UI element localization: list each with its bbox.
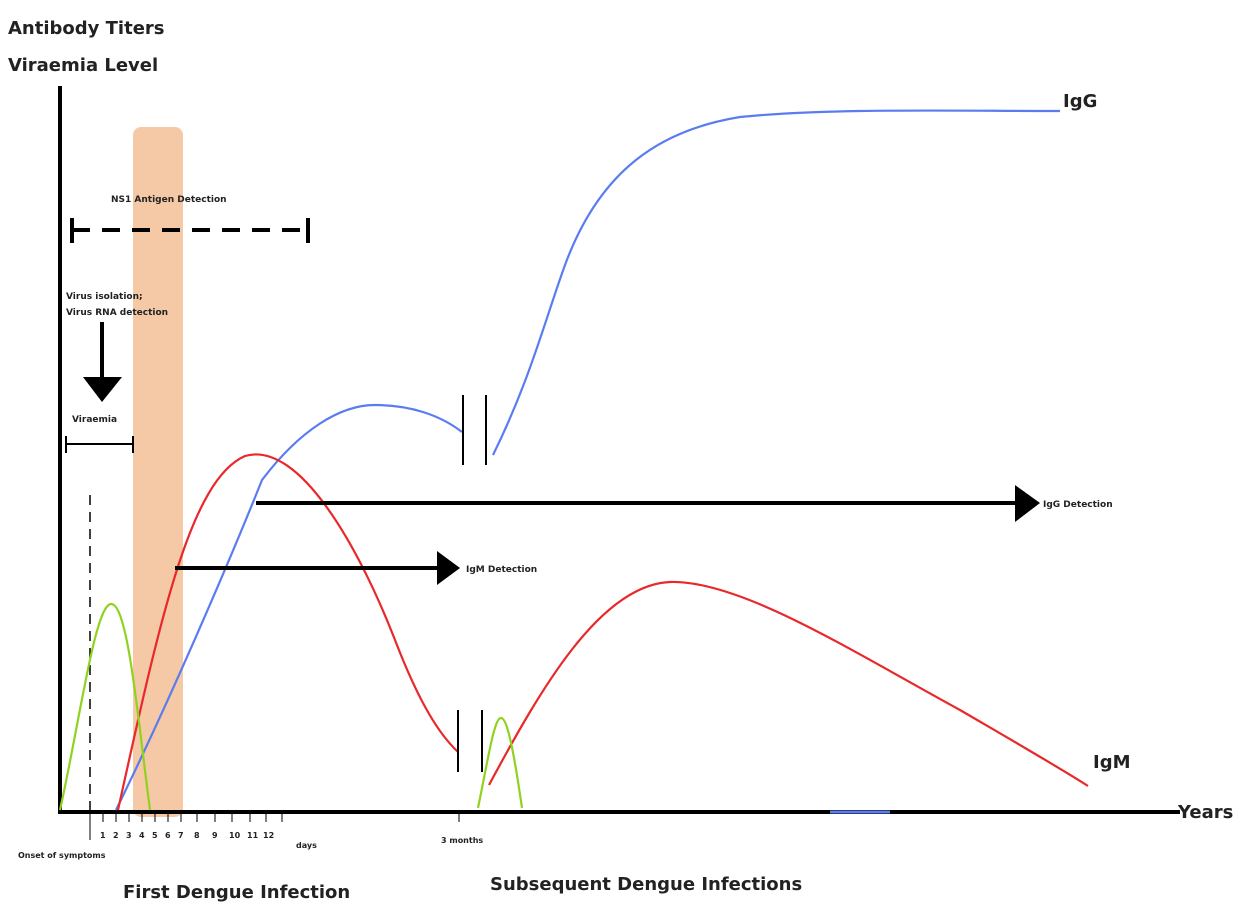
viraemia-label: Viraemia <box>72 415 117 425</box>
virus-isolation-label: Virus isolation; <box>66 292 143 302</box>
day-tick-label: 3 <box>126 831 132 840</box>
axis-break-marks <box>457 395 487 772</box>
igm-curve-secondary <box>488 580 1089 787</box>
y-axis-title-viraemia: Viraemia Level <box>8 55 158 76</box>
igm-curve-primary <box>116 453 459 811</box>
day-tick-label: 9 <box>212 831 218 840</box>
day-tick-label: 12 <box>263 831 274 840</box>
ns1-label: NS1 Antigen Detection <box>111 195 227 205</box>
three-months-label: 3 months <box>441 836 483 845</box>
virus-isolation-arrow <box>83 322 122 402</box>
igg-curve-secondary <box>492 109 1061 456</box>
diagnostic-window-highlight <box>133 127 183 817</box>
viraemia-curve-primary <box>58 602 152 811</box>
igm-curve-label: IgM <box>1093 752 1131 773</box>
igg-detection-label: IgG Detection <box>1043 500 1113 510</box>
x-axis-title: Years <box>1177 802 1233 823</box>
subsequent-infection-label: Subsequent Dengue Infections <box>490 874 802 895</box>
days-label: days <box>296 841 317 850</box>
day-tick-label: 10 <box>229 831 241 840</box>
viraemia-range-bar <box>65 436 134 453</box>
viraemia-curve-secondary <box>476 716 524 809</box>
day-tick-label: 2 <box>113 831 119 840</box>
day-tick-label: 5 <box>152 831 158 840</box>
first-infection-label: First Dengue Infection <box>123 882 350 903</box>
igm-detection-arrow <box>175 551 460 585</box>
day-tick-label: 1 <box>100 831 106 840</box>
day-tick-label: 7 <box>178 831 184 840</box>
day-tick-label: 8 <box>194 831 200 840</box>
day-tick-label: 6 <box>165 831 171 840</box>
igg-curve-label: IgG <box>1063 91 1097 112</box>
virus-rna-label: Virus RNA detection <box>66 308 168 318</box>
ns1-detection-bar <box>70 218 310 243</box>
igm-detection-label: IgM Detection <box>466 565 537 575</box>
onset-label: Onset of symptoms <box>18 851 106 860</box>
day-tick-labels: 1 2 3 4 5 6 7 8 9 10 11 12 <box>100 831 274 840</box>
day-tick-label: 4 <box>139 831 145 840</box>
y-axis-title-antibody: Antibody Titers <box>8 18 165 39</box>
igg-detection-arrow <box>256 485 1040 522</box>
day-tick-label: 11 <box>247 831 259 840</box>
day-tick-marks <box>89 812 460 840</box>
igg-curve-primary <box>115 403 463 811</box>
